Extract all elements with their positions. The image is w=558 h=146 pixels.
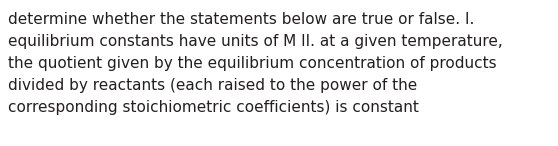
Text: the quotient given by the equilibrium concentration of products: the quotient given by the equilibrium co… (8, 56, 497, 71)
Text: corresponding stoichiometric coefficients) is constant: corresponding stoichiometric coefficient… (8, 100, 419, 115)
Text: determine whether the statements below are true or false. I.: determine whether the statements below a… (8, 12, 474, 27)
Text: equilibrium constants have units of M II. at a given temperature,: equilibrium constants have units of M II… (8, 34, 503, 49)
Text: divided by reactants (each raised to the power of the: divided by reactants (each raised to the… (8, 78, 417, 93)
